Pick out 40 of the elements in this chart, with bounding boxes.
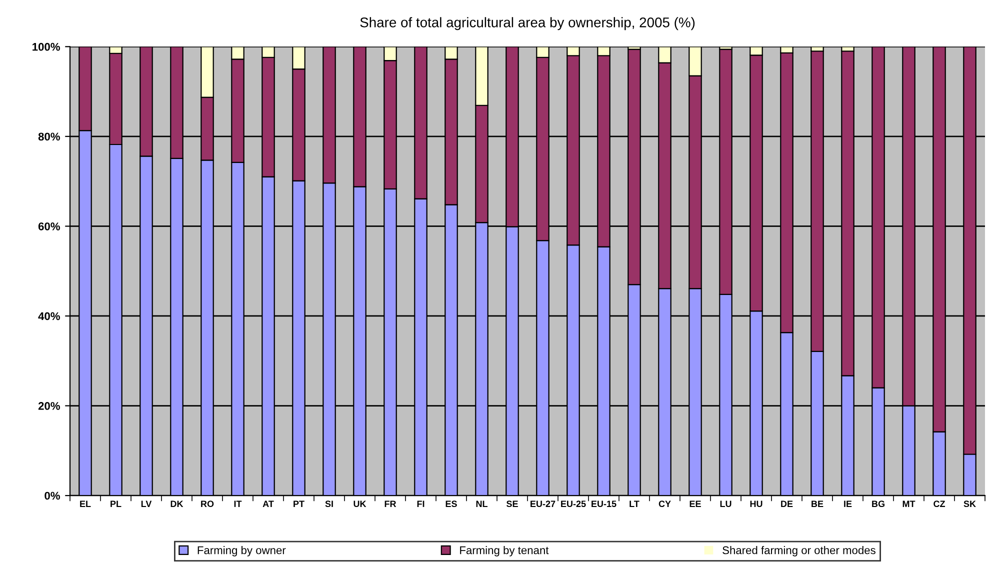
x-tick-label: LT [630,500,640,507]
legend-label: Farming by owner [198,546,286,556]
x-tick-label: PT [294,500,304,507]
x-tick-label: EE [690,500,701,507]
x-tick-label: BE [812,500,824,507]
x-tick-label: HU [750,500,762,508]
x-tick-label: LV [141,500,152,507]
x-tick-label: NL [476,500,488,507]
y-tick-label: 40% [38,312,60,320]
y-tick-label: 60% [38,222,60,230]
x-tick-label: IE [844,500,852,507]
x-tick-label: DE [781,500,793,507]
x-tick-label: FR [384,500,396,507]
x-tick-label: UK [354,500,366,508]
x-tick-label: SK [964,500,976,508]
x-tick-label: LU [720,500,732,508]
y-tick-label: 80% [38,132,60,141]
x-tick-label: MT [902,500,916,507]
x-tick-label: SE [506,500,518,508]
x-tick-label: EU-15 [592,500,616,508]
y-tick-label: 20% [38,402,60,410]
y-tick-label: 100% [32,42,60,51]
x-tick-label: CZ [934,500,946,508]
x-tick-label: SI [325,500,333,508]
x-tick-label: BG [872,500,884,508]
x-tick-label: FI [417,500,424,507]
x-tick-label: DK [170,500,184,507]
x-tick-label: EL [80,500,91,507]
x-tick-label: PL [110,500,122,507]
x-tick-label: CY [658,500,671,508]
x-tick-label: EU-25 [561,500,586,508]
x-tick-label: AT [262,500,274,507]
y-tick-label: 0% [44,492,60,500]
chart-title: Share of total agricultural area by ownership, 2005 (%) [360,17,695,30]
x-tick-label: RO [201,500,214,508]
x-tick-label: IT [234,500,242,507]
legend-label: Farming by tenant [460,546,549,556]
legend-label: Shared farming or other modes [722,546,876,556]
x-tick-label: ES [446,500,457,508]
x-tick-label: EU-27 [530,500,556,508]
